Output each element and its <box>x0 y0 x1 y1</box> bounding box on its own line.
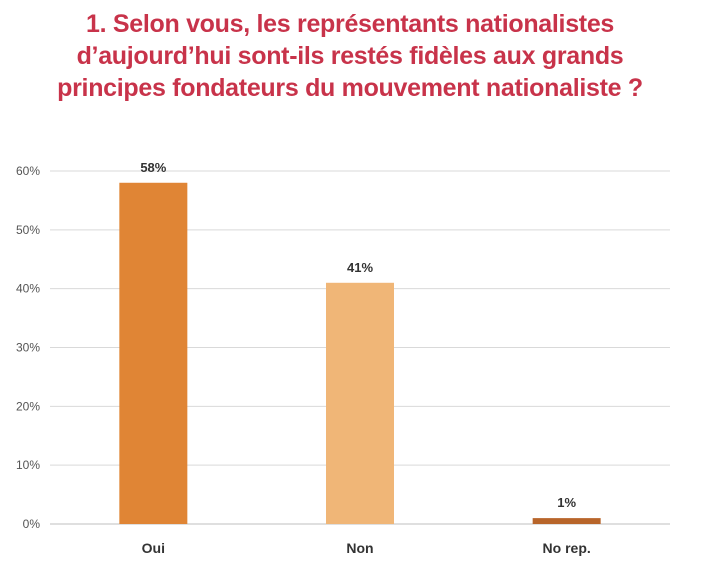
x-tick-label: Oui <box>142 540 165 556</box>
x-tick-label: No rep. <box>543 540 591 556</box>
chart-title: 1. Selon vous, les représentants nationa… <box>0 8 700 104</box>
y-tick-label: 0% <box>23 517 41 531</box>
y-tick-label: 60% <box>16 164 40 178</box>
bar-oui <box>119 182 188 524</box>
chart-title-line-2: d’aujourd’hui sont-ils restés fidèles au… <box>76 42 624 70</box>
bar-non <box>326 282 394 524</box>
chart-title-line-1: 1. Selon vous, les représentants nationa… <box>85 10 615 38</box>
y-tick-label: 50% <box>16 223 40 237</box>
chart-title-line-3: principes fondateurs du mouvement nation… <box>57 74 643 102</box>
y-tick-label: 30% <box>16 341 40 355</box>
y-tick-label: 20% <box>16 399 40 413</box>
data-label: 41% <box>347 260 373 275</box>
data-label: 58% <box>140 160 166 175</box>
bar-no-rep <box>532 518 601 524</box>
data-label: 1% <box>557 495 576 510</box>
x-tick-label: Non <box>346 540 373 556</box>
y-tick-label: 10% <box>16 458 40 472</box>
y-tick-label: 40% <box>16 282 40 296</box>
